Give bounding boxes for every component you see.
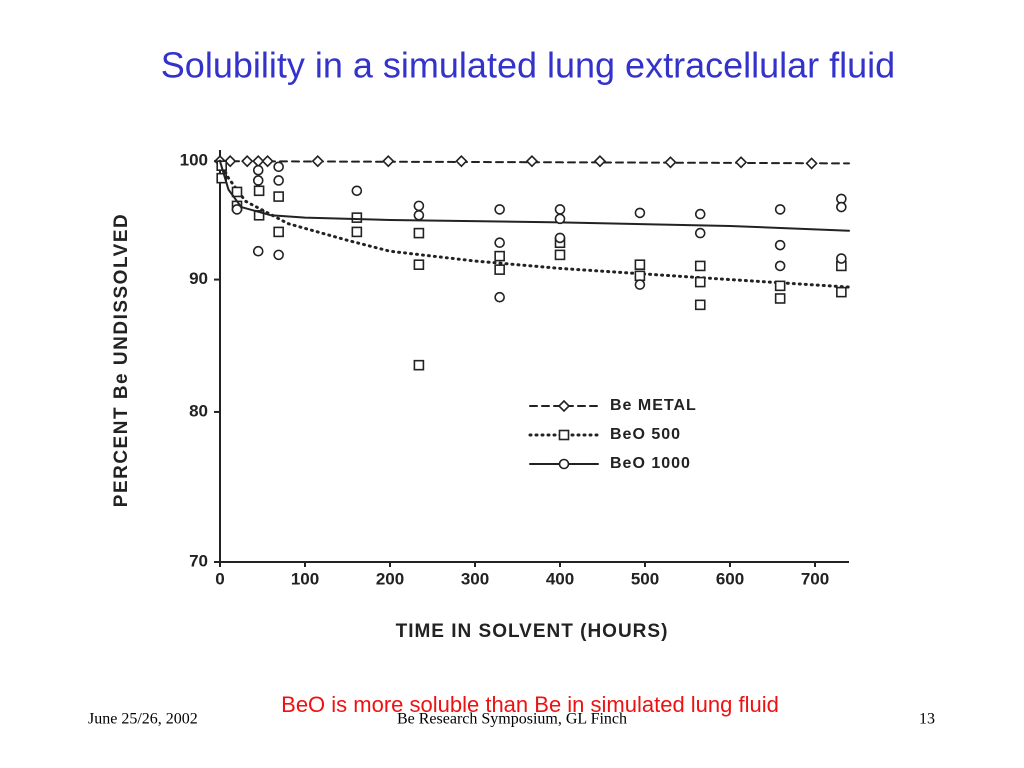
square-marker [413,359,425,371]
caption: BeO is more soluble than Be in simulated… [281,692,779,717]
slide-number: 13 [919,711,935,728]
y-axis-label: PERCENT Be UNDISSOLVED [111,213,132,507]
x-tick-label: 300 [461,569,489,588]
x-tick-label: 600 [716,569,744,588]
square-marker [273,226,284,238]
diamond-marker [455,155,468,168]
square-marker [273,191,284,202]
diamond-marker [261,155,274,168]
slide-title: Solubility in a simulated lung extracell… [161,45,895,86]
diamond-marker [382,155,395,168]
circle-marker [774,260,786,272]
square-marker [351,212,363,223]
circle-marker [252,164,264,176]
x-tick-label: 200 [376,569,404,588]
y-tick-label: 90 [189,269,208,288]
x-tick-label: 400 [546,569,574,588]
square-marker [231,186,243,198]
legend-marker [558,458,570,470]
circle-marker [252,245,264,257]
diamond-marker [525,155,539,168]
square-marker [413,259,425,270]
legend-marker [558,429,570,441]
diamond-marker [805,157,818,170]
y-tick-label: 70 [189,551,208,570]
x-tick-label: 100 [291,569,319,588]
square-marker [836,286,847,298]
circle-marker [634,207,646,219]
circle-marker [554,213,566,225]
diamond-marker [664,156,677,169]
square-marker [216,172,227,184]
diamond-marker [241,155,254,168]
circle-marker [836,201,847,213]
circle-marker [413,209,425,221]
square-marker [634,270,646,282]
circle-marker [413,200,425,212]
legend-label: Be METAL [610,397,697,414]
x-tick-label: 700 [801,569,829,588]
square-marker [774,293,786,304]
square-marker [774,280,786,292]
fit-line [219,160,850,232]
legend-label: BeO 500 [610,426,681,443]
square-marker [694,276,706,288]
circle-marker [836,253,847,264]
circle-marker [554,232,566,244]
circle-marker [694,227,706,239]
legend-label: BeO 1000 [610,455,691,472]
footer-center: Be Research Symposium, GL Finch [397,711,627,728]
circle-marker [554,204,566,215]
y-tick-label: 100 [180,151,208,170]
x-tick-label: 0 [215,569,224,588]
legend-marker [557,399,571,413]
x-axis-label: TIME IN SOLVENT (HOURS) [396,621,669,642]
circle-marker [494,291,505,303]
square-marker [694,299,706,311]
circle-marker [252,175,264,186]
square-marker [494,264,505,275]
footer-date: June 25/26, 2002 [88,711,198,728]
circle-marker [774,204,786,215]
diamond-marker [311,155,324,168]
square-marker [634,259,646,270]
diamond-marker [734,156,748,169]
square-marker [413,227,425,239]
fit-line [218,159,851,289]
square-marker [554,249,566,261]
x-tick-label: 500 [631,569,659,588]
circle-marker [351,185,363,197]
circle-marker [273,161,284,173]
square-marker [351,226,363,238]
circle-marker [273,175,284,186]
circle-marker [494,237,505,249]
circle-marker [774,239,786,251]
square-marker [253,209,265,221]
circle-marker [634,279,646,290]
y-tick-label: 80 [189,401,208,420]
circle-marker [231,204,243,215]
diamond-marker [224,155,237,168]
circle-marker [694,208,706,220]
square-marker [694,260,706,272]
circle-marker [494,204,505,215]
fit-line [219,160,850,165]
square-marker [253,185,265,197]
square-marker [494,250,505,262]
diamond-marker [593,155,607,168]
circle-marker [273,249,284,261]
